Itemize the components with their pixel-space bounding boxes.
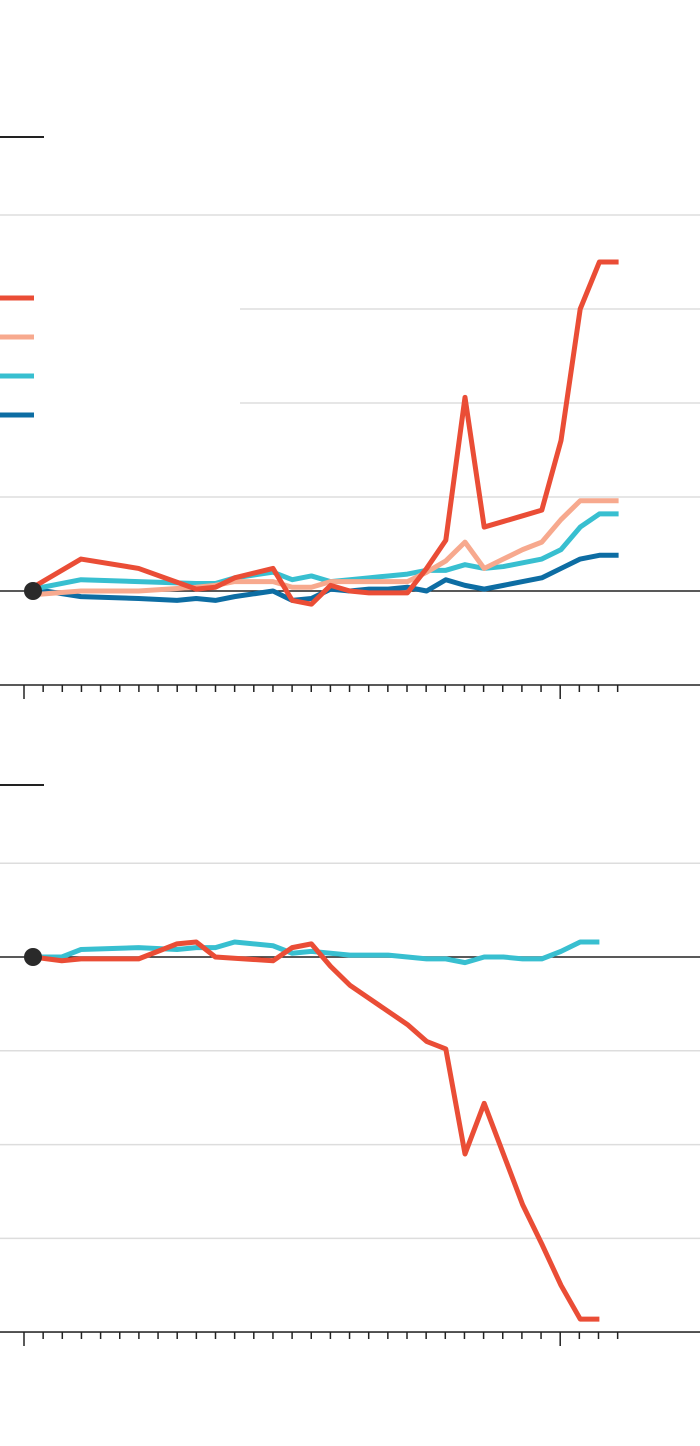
chart-panel-bottom [0,784,700,1346]
series-line [33,939,600,966]
chart-2-series [24,939,600,1322]
chart-2-x-axis [0,1331,700,1346]
series-line [32,552,619,603]
chart-2-gridlines [0,862,700,1333]
chart-1-legend [0,295,34,418]
chart-1-series [24,259,619,607]
start-point-marker [24,582,42,600]
chart-panel-top [0,136,700,699]
chart-1-x-axis [0,684,700,699]
series-line [32,939,600,1322]
series-line [31,259,619,607]
start-point-marker [24,948,42,966]
